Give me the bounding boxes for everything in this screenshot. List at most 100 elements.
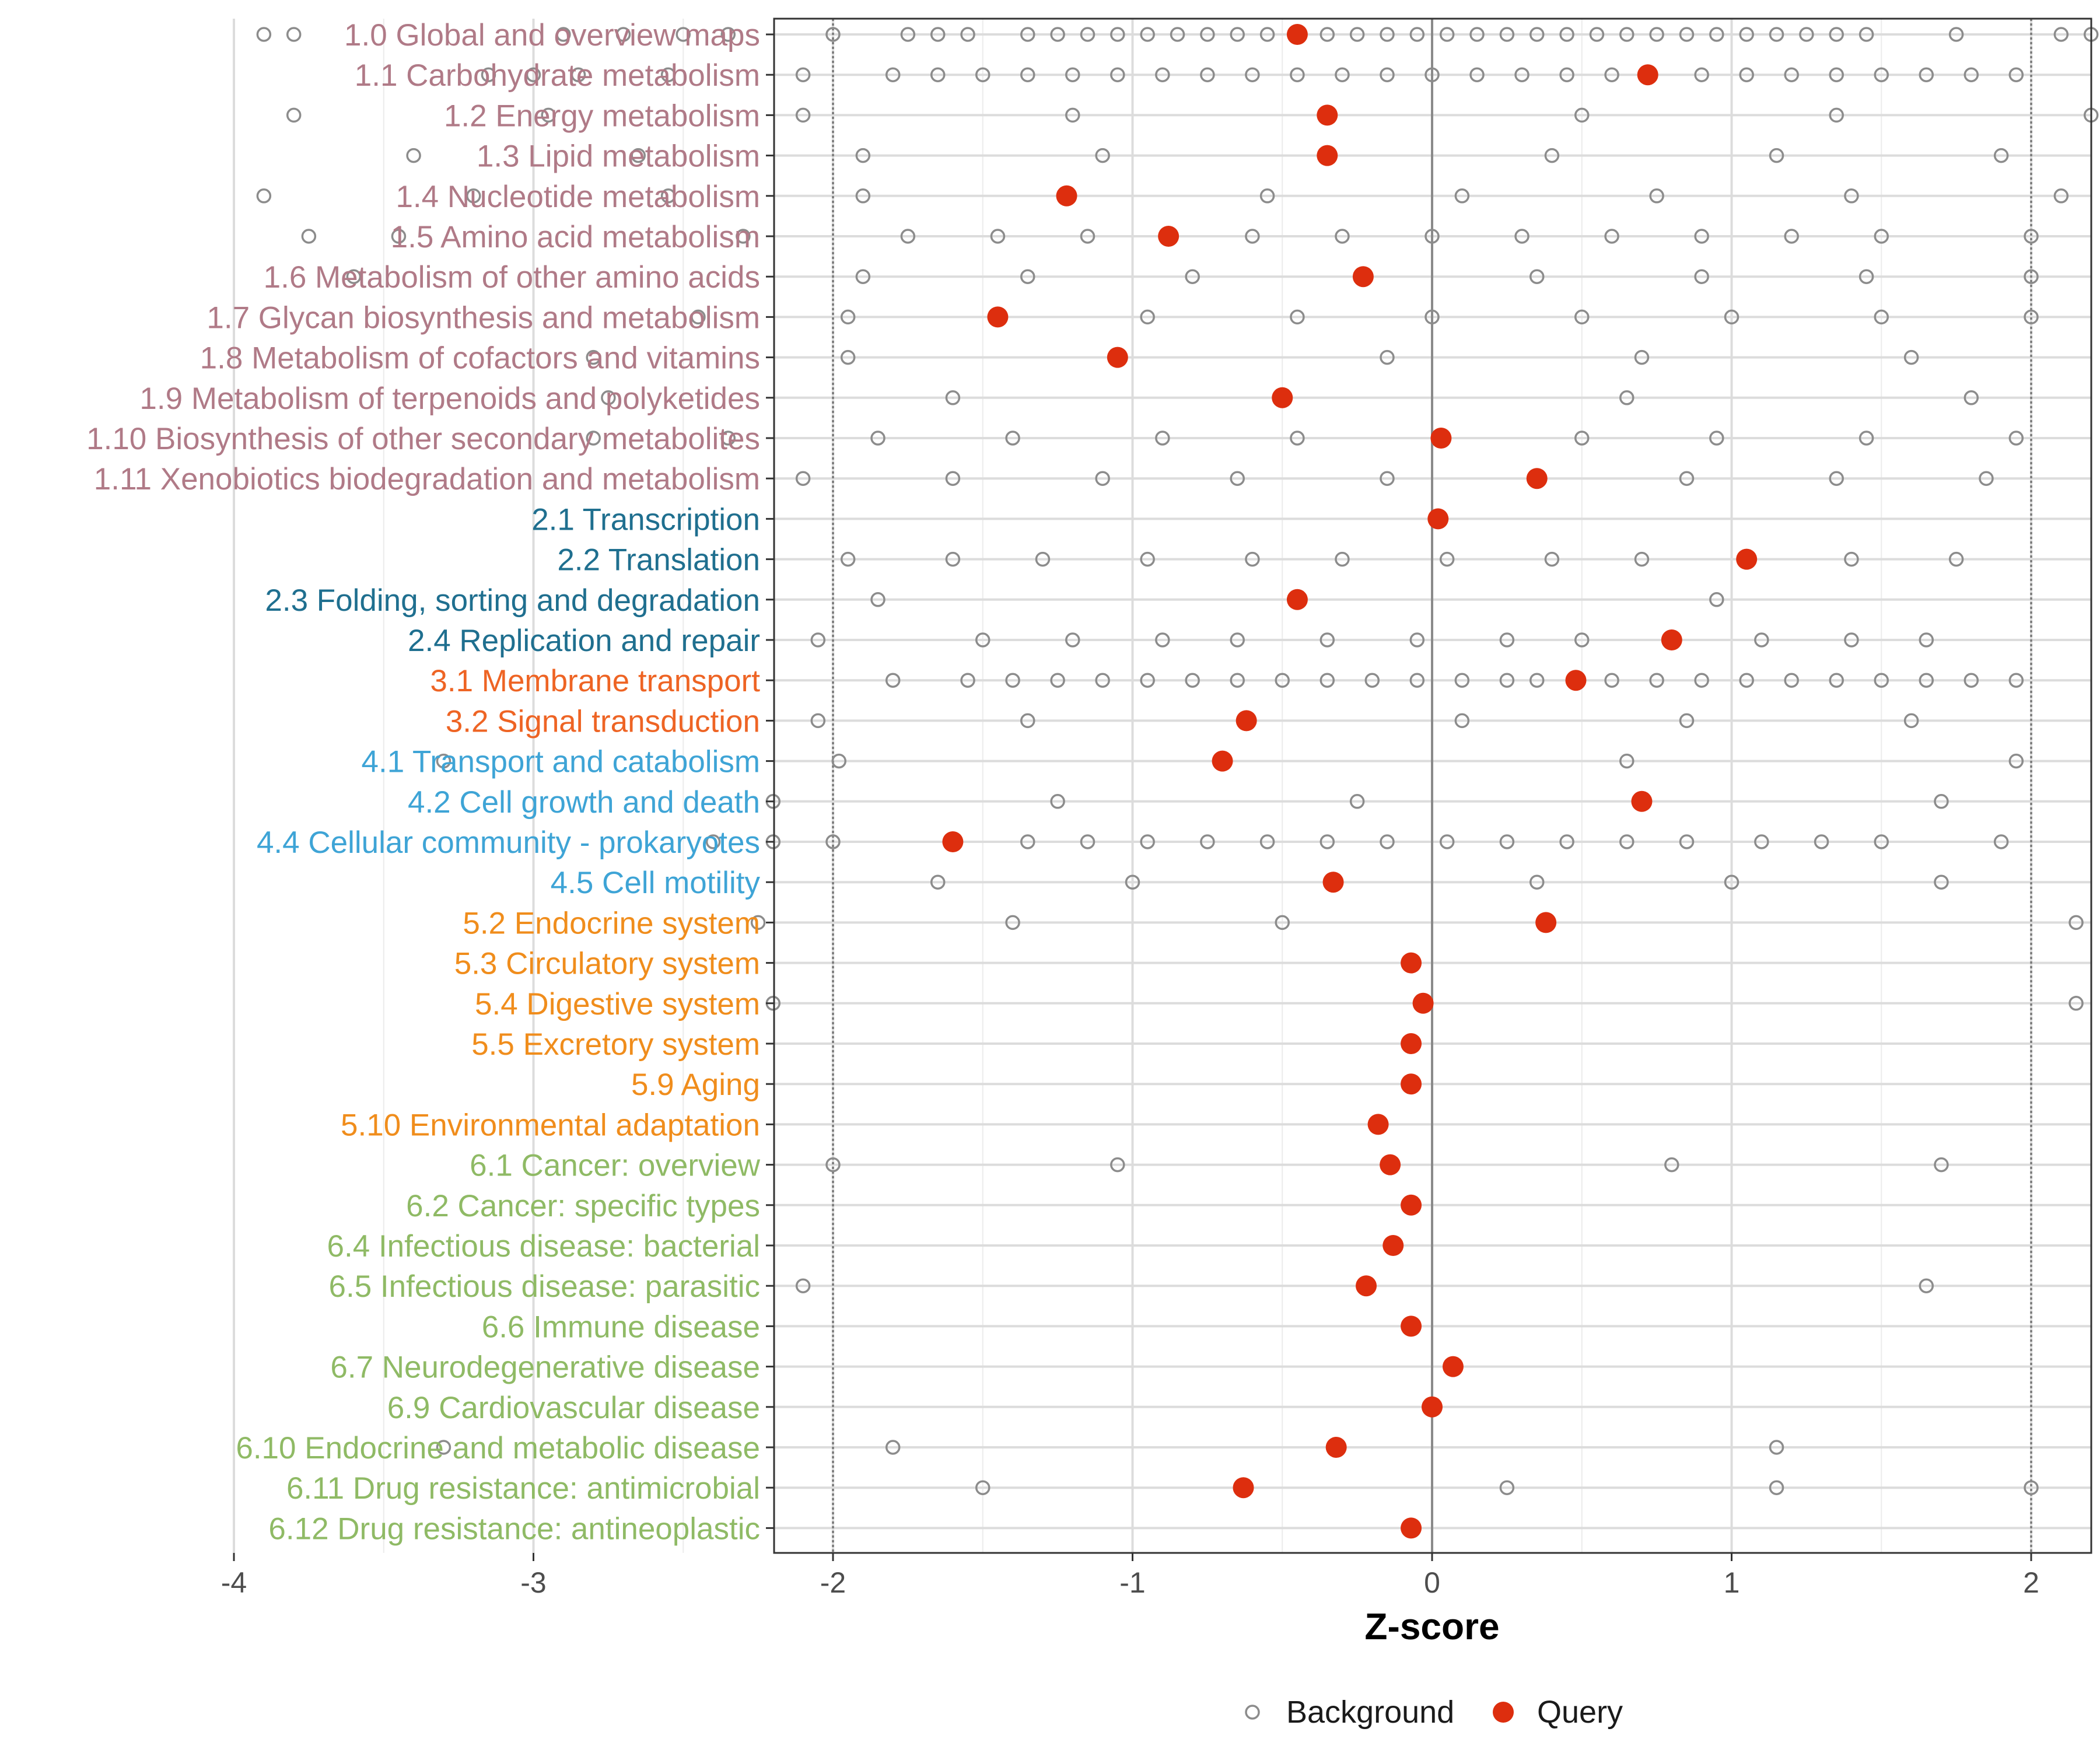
- y-tick-label: 6.1 Cancer: overview: [470, 1149, 761, 1183]
- background-point: [1230, 632, 1245, 648]
- background-point: [2008, 673, 2024, 688]
- background-point: [1559, 27, 1574, 42]
- background-point: [1874, 67, 1889, 82]
- background-point: [1754, 834, 1769, 849]
- background-point: [691, 309, 706, 325]
- background-point: [2024, 309, 2039, 325]
- label-layer: 1.0 Global and overview maps 1.1 Carbohyd…: [86, 18, 2039, 1599]
- query-point: [1356, 1275, 1377, 1297]
- background-point: [2053, 27, 2069, 42]
- background-point: [1469, 27, 1485, 42]
- y-tick-label: 1.9 Metabolism of terpenoids and polyket…: [139, 382, 760, 416]
- y-tick-label: 2.4 Replication and repair: [408, 624, 760, 658]
- background-point: [1679, 471, 1695, 486]
- background-point: [1739, 27, 1754, 42]
- y-tick-label: 1.10 Biosynthesis of other secondary met…: [86, 422, 760, 456]
- background-point: [1245, 229, 1260, 244]
- background-point: [1380, 471, 1395, 486]
- background-point: [1499, 673, 1515, 688]
- background-point: [975, 67, 991, 82]
- query-point: [1286, 589, 1308, 610]
- query-point: [1401, 1315, 1422, 1337]
- background-point: [1739, 67, 1754, 82]
- background-point: [1499, 834, 1515, 849]
- background-point: [720, 431, 736, 446]
- query-point: [987, 306, 1009, 328]
- background-point: [945, 551, 961, 567]
- background-point: [1934, 1157, 1949, 1173]
- x-tick-label: -1: [1119, 1566, 1145, 1599]
- query-point: [1442, 1356, 1464, 1377]
- background-point: [930, 27, 946, 42]
- background-point: [1110, 67, 1125, 82]
- background-point: [586, 431, 601, 446]
- y-tick-label: 4.5 Cell motility: [551, 866, 761, 900]
- query-point: [1107, 347, 1128, 368]
- background-point: [1335, 67, 1350, 82]
- y-tick-label: 3.1 Membrane transport: [430, 664, 760, 698]
- background-point: [1574, 309, 1590, 325]
- background-point: [436, 753, 452, 769]
- query-point: [1422, 1396, 1443, 1418]
- background-point: [1200, 27, 1215, 42]
- background-point: [1948, 551, 1964, 567]
- background-point: [1349, 794, 1365, 809]
- axis-layer: [233, 18, 2092, 1561]
- background-point: [1844, 551, 1859, 567]
- query-point: [1535, 912, 1557, 933]
- query-point: [1382, 1235, 1404, 1256]
- x-tick-label: 2: [2023, 1566, 2039, 1599]
- query-point: [942, 831, 964, 852]
- background-point: [1140, 673, 1155, 688]
- background-point: [1290, 67, 1305, 82]
- background-point: [406, 148, 421, 163]
- legend: Background Query: [1245, 1695, 1623, 1730]
- background-point: [1859, 27, 1874, 42]
- background-point: [1020, 67, 1035, 82]
- background-point: [1679, 27, 1695, 42]
- background-point: [1709, 592, 1724, 607]
- background-point: [1155, 632, 1170, 648]
- background-point: [1634, 551, 1650, 567]
- background-point: [825, 27, 841, 42]
- background-point: [1424, 309, 1440, 325]
- background-point: [1844, 188, 1859, 204]
- y-tick-label: 5.2 Endocrine system: [463, 906, 760, 940]
- background-point: [1694, 673, 1709, 688]
- background-point: [1903, 349, 1919, 365]
- background-point: [960, 27, 975, 42]
- background-point: [2008, 753, 2024, 769]
- background-point: [1050, 27, 1065, 42]
- query-point: [1565, 670, 1587, 691]
- background-point: [2024, 269, 2039, 284]
- background-point: [1469, 67, 1485, 82]
- query-point: [1401, 1033, 1422, 1054]
- background-point: [795, 1278, 811, 1293]
- query-point: [1317, 145, 1338, 166]
- background-point: [1140, 27, 1155, 42]
- background-point: [1245, 67, 1260, 82]
- background-point: [1559, 67, 1574, 82]
- background-point: [1020, 834, 1035, 849]
- background-point: [1125, 874, 1140, 890]
- background-point: [1454, 188, 1470, 204]
- y-tick-label: 5.10 Environmental adaptation: [341, 1108, 760, 1142]
- background-point: [1604, 673, 1619, 688]
- background-point: [1604, 229, 1619, 244]
- y-tick-label: 6.6 Immune disease: [482, 1310, 760, 1344]
- background-point: [1439, 834, 1455, 849]
- background-point: [1065, 67, 1080, 82]
- background-point: [1424, 67, 1440, 82]
- query-point: [1661, 629, 1682, 650]
- background-point: [556, 27, 571, 42]
- query-point: [1736, 548, 1758, 570]
- background-point: [1784, 229, 1799, 244]
- background-point: [1964, 390, 1979, 405]
- query-point: [1352, 266, 1374, 288]
- background-point: [1784, 67, 1799, 82]
- background-point: [1140, 551, 1155, 567]
- background-point: [2068, 915, 2084, 930]
- background-point: [1754, 632, 1769, 648]
- background-point: [1080, 27, 1096, 42]
- background-point: [1230, 673, 1245, 688]
